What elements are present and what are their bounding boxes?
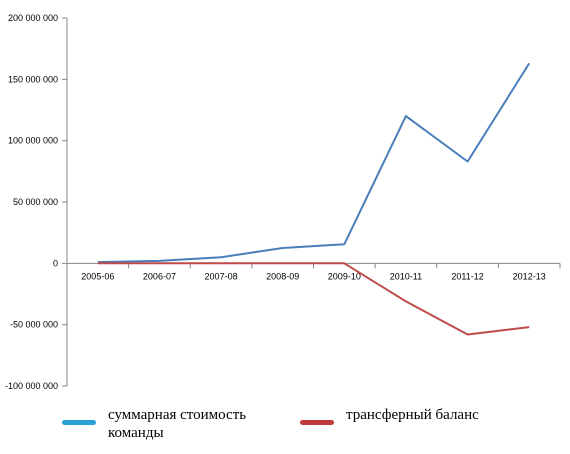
series-line-team-value — [97, 62, 531, 264]
x-tick-label: 2011-12 — [451, 271, 483, 281]
x-tick-label: 2007-08 — [205, 271, 238, 281]
legend-item-team-value: суммарная стоимость команды — [62, 406, 268, 442]
legend-swatch-team-value — [62, 420, 96, 425]
y-tick-label: 150 000 000 — [8, 74, 58, 84]
x-tick-label: 2005-06 — [81, 271, 114, 281]
legend: суммарная стоимость команды трансферный … — [0, 402, 570, 454]
x-tick-label: 2006-07 — [143, 271, 176, 281]
series-lines — [97, 62, 531, 336]
x-tick-label: 2010-11 — [390, 271, 422, 281]
y-tick-label: 0 — [53, 258, 58, 268]
x-axis: 2005-06 2006-07 2007-08 2008-09 2009-10 2010-… — [66, 262, 561, 281]
y-tick-label: 200 000 000 — [8, 13, 58, 23]
line-chart: -100 000 000 -50 000 000 0 50 000 000 100 00… — [5, 13, 561, 391]
y-tick-label: 50 000 000 — [13, 197, 58, 207]
y-tick-label: 100 000 000 — [8, 136, 58, 146]
legend-label-transfer-balance: трансферный баланс — [346, 407, 479, 423]
y-axis: -100 000 000 -50 000 000 0 50 000 000 100 00… — [5, 13, 68, 391]
y-tick-label: -100 000 000 — [5, 381, 58, 391]
x-tick-label: 2009-10 — [328, 271, 361, 281]
x-tick-label: 2012-13 — [513, 271, 546, 281]
series-line-transfer-balance — [97, 262, 530, 336]
y-tick-label: -50 000 000 — [10, 320, 58, 330]
legend-label-team-value: суммарная стоимость команды — [108, 407, 247, 441]
legend-item-transfer-balance: трансферный баланс — [300, 406, 479, 425]
legend-swatch-transfer-balance — [300, 420, 334, 425]
x-tick-label: 2008-09 — [266, 271, 299, 281]
